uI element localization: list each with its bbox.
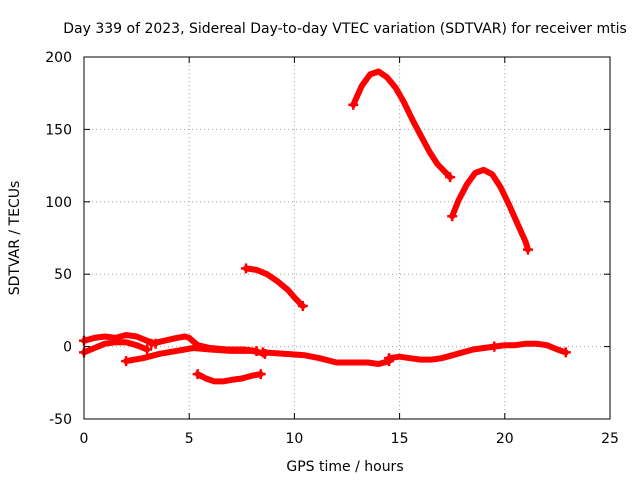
x-tick-label: 0 [80, 431, 89, 447]
y-tick-label: 0 [63, 340, 72, 356]
x-tick-label: 5 [185, 431, 194, 447]
series-point-marker [251, 345, 262, 356]
y-axis-title: SDTVAR / TECUs [7, 181, 23, 296]
series-arc-11 [491, 340, 569, 356]
series-point-marker [297, 301, 308, 312]
y-tick-label: -50 [49, 412, 72, 428]
x-tick-label: 15 [391, 431, 409, 447]
axis-ticks [83, 56, 611, 420]
series-arc-1 [350, 68, 454, 181]
series-arc-8 [148, 333, 260, 354]
series-arc-10 [386, 343, 498, 363]
series-arc-9 [259, 349, 393, 367]
series-point-marker [489, 341, 500, 352]
tick-labels: 0 5 10 15 20 25 -50 0 50 100 150 200 [45, 50, 619, 447]
series-point-marker [348, 99, 359, 110]
series-point-marker [255, 369, 266, 380]
y-tick-label: 200 [45, 50, 72, 66]
series-point-marker [384, 353, 395, 364]
x-tick-label: 10 [285, 431, 303, 447]
y-tick-label: 100 [45, 195, 72, 211]
series-point-marker [447, 211, 458, 222]
series-arc-3 [243, 265, 306, 310]
data-series [79, 68, 571, 385]
series-arc-5 [81, 332, 159, 347]
x-tick-label: 20 [496, 431, 514, 447]
series-arc-6 [81, 339, 151, 356]
y-tick-label: 50 [54, 267, 72, 283]
series-point-marker [241, 263, 252, 274]
series-point-marker [142, 344, 153, 355]
series-point-marker [522, 244, 533, 255]
series-point-marker [192, 369, 203, 380]
series-arc-4 [194, 371, 264, 385]
series-point-marker [445, 172, 456, 183]
plot-frame [83, 56, 611, 420]
series-point-marker [146, 338, 157, 349]
y-tick-label: 150 [45, 122, 72, 138]
series-arc-2 [449, 166, 531, 253]
grid-lines [84, 57, 610, 419]
x-tick-label: 25 [601, 431, 619, 447]
series-point-marker [257, 347, 268, 358]
x-axis-title: GPS time / hours [286, 459, 403, 475]
series-point-marker [121, 356, 132, 367]
chart-title: Day 339 of 2023, Sidereal Day-to-day VTE… [63, 21, 627, 37]
series-point-marker [560, 347, 571, 358]
